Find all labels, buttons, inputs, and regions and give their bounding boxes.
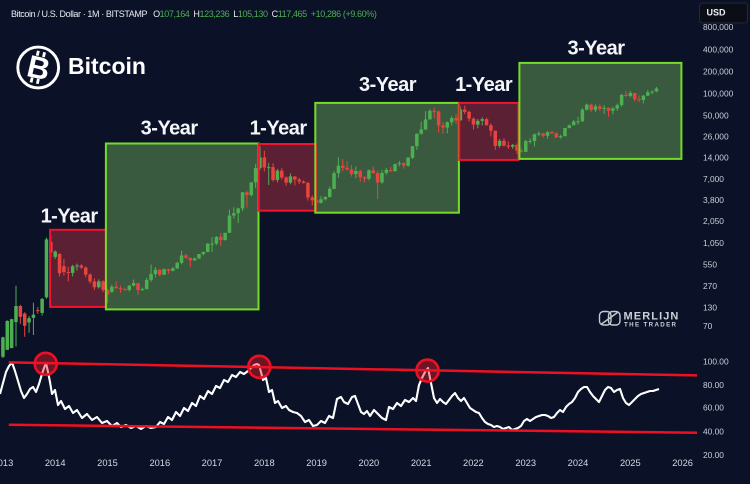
svg-text:7,000: 7,000 bbox=[703, 174, 724, 184]
svg-text:100,000: 100,000 bbox=[703, 89, 734, 99]
svg-text:THE TRADER: THE TRADER bbox=[624, 321, 677, 328]
svg-text:60.00: 60.00 bbox=[703, 403, 724, 413]
svg-text:2023: 2023 bbox=[515, 458, 536, 468]
svg-text:14,000: 14,000 bbox=[703, 153, 729, 163]
svg-text:2017: 2017 bbox=[202, 458, 223, 468]
svg-text:20.00: 20.00 bbox=[703, 450, 724, 460]
svg-text:200,000: 200,000 bbox=[703, 67, 734, 77]
svg-text:2013: 2013 bbox=[0, 458, 13, 468]
svg-text:130: 130 bbox=[703, 303, 717, 313]
svg-text:550: 550 bbox=[703, 260, 717, 270]
svg-text:400,000: 400,000 bbox=[703, 45, 734, 55]
svg-text:50,000: 50,000 bbox=[703, 111, 729, 121]
svg-text:3-Year: 3-Year bbox=[141, 118, 199, 140]
svg-text:Bitcoin: Bitcoin bbox=[68, 53, 146, 79]
svg-text:40.00: 40.00 bbox=[703, 427, 724, 437]
svg-text:2016: 2016 bbox=[149, 458, 170, 468]
svg-text:2019: 2019 bbox=[306, 458, 327, 468]
svg-text:100.00: 100.00 bbox=[703, 357, 729, 367]
svg-text:1-Year: 1-Year bbox=[455, 74, 513, 96]
svg-text:USD: USD bbox=[706, 8, 726, 18]
svg-text:1,050: 1,050 bbox=[703, 238, 724, 248]
svg-text:2,050: 2,050 bbox=[703, 216, 724, 226]
svg-text:2022: 2022 bbox=[463, 458, 484, 468]
svg-text:3-Year: 3-Year bbox=[359, 74, 417, 96]
svg-text:1-Year: 1-Year bbox=[250, 118, 308, 140]
svg-text:2020: 2020 bbox=[359, 458, 380, 468]
svg-text:1-Year: 1-Year bbox=[41, 206, 99, 228]
svg-text:270: 270 bbox=[703, 281, 717, 291]
svg-text:800,000: 800,000 bbox=[703, 22, 734, 32]
svg-text:2025: 2025 bbox=[620, 458, 641, 468]
svg-text:2024: 2024 bbox=[568, 458, 589, 468]
svg-text:70: 70 bbox=[703, 321, 713, 331]
svg-text:2021: 2021 bbox=[411, 458, 432, 468]
svg-text:2026: 2026 bbox=[672, 458, 693, 468]
svg-text:2015: 2015 bbox=[97, 458, 118, 468]
svg-text:2014: 2014 bbox=[45, 458, 66, 468]
svg-text:Bitcoin / U.S. Dollar · 1M · B: Bitcoin / U.S. Dollar · 1M · BITSTAMP O10… bbox=[11, 9, 377, 19]
svg-text:80.00: 80.00 bbox=[703, 380, 724, 390]
svg-text:3-Year: 3-Year bbox=[567, 38, 625, 60]
svg-text:26,000: 26,000 bbox=[703, 132, 729, 142]
svg-text:3,800: 3,800 bbox=[703, 195, 724, 205]
svg-text:MERLIJN: MERLIJN bbox=[624, 311, 680, 323]
svg-text:2018: 2018 bbox=[254, 458, 275, 468]
